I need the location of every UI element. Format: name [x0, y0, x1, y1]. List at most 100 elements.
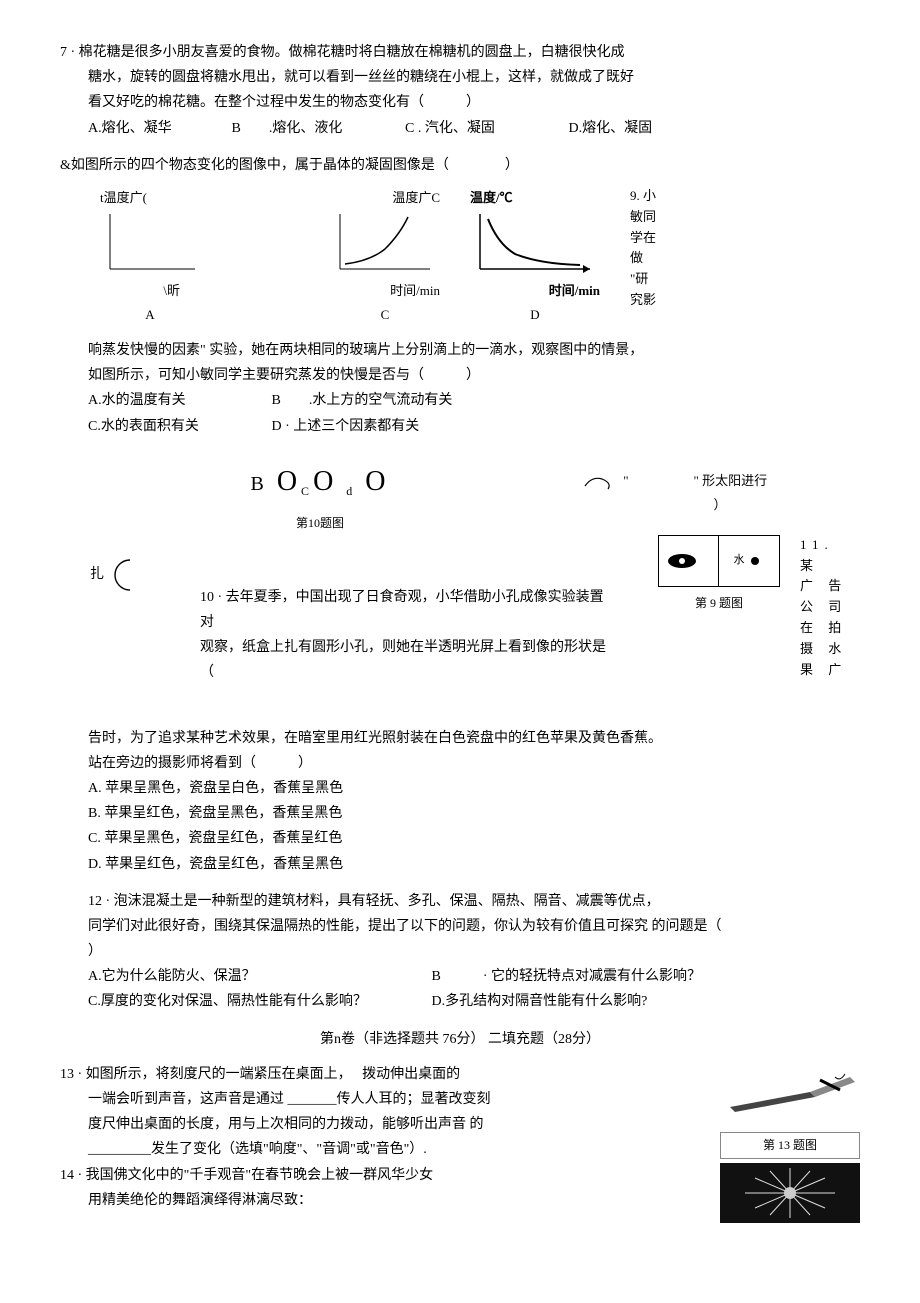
q9-opt-a: A.水的温度有关 [88, 388, 268, 413]
formula-text: B OCO d O [60, 457, 580, 507]
q12-opt-d: D.多孔结构对隔音性能有什么影响? [432, 989, 648, 1014]
q11-opt-c: C. 苹果呈黑色，瓷盘呈红色，香蕉呈红色 [60, 826, 860, 851]
q10-line2: 对 [200, 610, 638, 635]
chart-d-xlabel: 时间/min [470, 279, 600, 302]
f-o2: O [313, 466, 337, 497]
q7-opt-a: A.熔化、凝华 [88, 116, 228, 141]
dual-left [659, 536, 719, 586]
q11-side-4: 在 拍 [800, 618, 860, 639]
f-o3: O [365, 466, 389, 497]
formula-right: " " 形太阳进行 ） [580, 469, 860, 516]
q11-side-2: 广 告 [800, 576, 860, 597]
formula-right-paren: ） [580, 493, 860, 516]
q9-side-1: 9. 小 [630, 186, 656, 207]
q12-opt-b: B · 它的轻抚特点对减震有什么影响？ [432, 964, 702, 989]
q9-side-4: 做 [630, 248, 656, 269]
q13-text: 13 · 如图所示，将刻度尺的一端紧压在桌面上， 拨动伸出桌面的 一端会听到声音… [60, 1062, 704, 1163]
chart-a-caption: A [100, 303, 200, 326]
chart-d-svg [470, 209, 600, 279]
q9-options-row1: A.水的温度有关 B .水上方的空气流动有关 [60, 388, 860, 413]
chart-a: t温度广( \昕 A [100, 186, 200, 326]
q10-line4: （ [200, 660, 638, 685]
q13-image: 第 13 题图 [720, 1062, 860, 1160]
q9-options-row2: C.水的表面积有关 D · 上述三个因素都有关 [60, 414, 860, 439]
q9-opt-b: B .水上方的空气流动有关 [272, 388, 453, 413]
chart-a-ylabel: t温度广( [100, 186, 200, 209]
chart-c-xlabel: 时间/min [330, 279, 440, 302]
q12-line1: 12 · 泡沫混凝土是一种新型的建筑材料，具有轻抚、多孔、保温、隔热、隔音、减震… [60, 889, 860, 914]
q9-side-text: 9. 小 敏同 学在 做 "研 究影 [630, 186, 656, 311]
chart-c-caption: C [330, 303, 440, 326]
dot-icon [745, 551, 765, 571]
q7-options: A.熔化、凝华 B .熔化、液化 C . 汽化、凝固 D.熔化、凝固 [60, 116, 860, 141]
chart-c-svg [330, 209, 440, 279]
ruler-desk-icon [720, 1062, 860, 1132]
q11-opt-d: D. 苹果呈红色，瓷盘呈红色，香蕉呈黑色 [60, 852, 860, 877]
question-9: 响蒸发快慢的因素" 实验，她在两块相同的玻璃片上分别滴上的一滴水，观察图中的情景… [60, 338, 860, 439]
q7-line3: 看又好吃的棉花糖。在整个过程中发生的物态变化有（ ） [60, 90, 860, 115]
f-c: C [301, 484, 313, 498]
q9-opt-c: C.水的表面积有关 [88, 414, 268, 439]
dual-box: 水 [658, 535, 780, 587]
q9-line1: 响蒸发快慢的因素" 实验，她在两块相同的玻璃片上分别滴上的一滴水，观察图中的情景… [60, 338, 860, 363]
q9-side-2: 敏同 [630, 207, 656, 228]
chart-c-ylabel: 温度广C [330, 186, 440, 209]
q13-line4: _________发生了变化（选填"响度"、"音调"或"音色"）. [60, 1137, 704, 1162]
water-label: 水 [734, 551, 745, 571]
f-d: d [346, 484, 356, 498]
section-2-head: 第n卷（非选择题共 76分） 二填充题（28分） [60, 1027, 860, 1052]
chart-a-svg [100, 209, 200, 279]
q14-image [720, 1163, 860, 1223]
q10-q11-row: 扎 10 · 去年夏季，中国出现了日食奇观，小华借助小孔成像实验装置 对 观察，… [60, 535, 860, 686]
q11-opt-a: A. 苹果呈黑色，瓷盘呈白色，香蕉呈黑色 [60, 776, 860, 801]
curved-shape-icon [580, 471, 620, 493]
q7-opt-d: D.熔化、凝固 [569, 116, 653, 141]
q9-opt-d: D · 上述三个因素都有关 [272, 414, 420, 439]
q13-img-caption: 第 13 题图 [720, 1132, 860, 1160]
q11-side-5: 摄 水 [800, 639, 860, 660]
dual-right: 水 [719, 536, 779, 586]
q14-line1: 14 · 我国佛文化中的"千手观音"在春节晚会上被一群风华少女 [60, 1163, 704, 1188]
q9-line2: 如图所示，可知小敏同学主要研究蒸发的快慢是否与（ ） [60, 363, 860, 388]
q10-line1: 10 · 去年夏季，中国出现了日食奇观，小华借助小孔成像实验装置 [200, 585, 638, 610]
q11-line1: 告时，为了追求某种艺术效果，在暗室里用红光照射装在白色瓷盘中的红色苹果及黄色香蕉… [60, 726, 860, 751]
question-13: 13 · 如图所示，将刻度尺的一端紧压在桌面上， 拨动伸出桌面的 一端会听到声音… [60, 1062, 860, 1163]
q10-left-shape: 扎 [60, 535, 180, 595]
f-b: B [250, 473, 267, 495]
formula-caption: 第10题图 [60, 513, 580, 535]
q8-charts-row: t温度广( \昕 A 温度广C 时间/min C 温度/℃ [60, 186, 860, 326]
q11-side-3: 公 司 [800, 597, 860, 618]
q9-side-3: 学在 [630, 228, 656, 249]
q7-opt-b: B .熔化、液化 [232, 116, 402, 141]
q11-side-1: 11. 某 [800, 535, 860, 577]
q10-left-label: 扎 [90, 562, 104, 587]
q12-line3: ） [60, 939, 860, 964]
chart-d-caption: D [470, 303, 600, 326]
q9-side-6: 究影 [630, 290, 656, 311]
q11-side-6: 果 广 [800, 660, 860, 681]
chart-d-ylabel: 温度/℃ [470, 186, 600, 209]
q9-image-box: 水 第 9 题图 [658, 535, 780, 615]
q7-line2: 糖水，旋转的圆盘将糖水甩出，就可以看到一丝丝的糖绕在小棍上，这样，就做成了既好 [60, 65, 860, 90]
f-o1: O [277, 466, 301, 497]
thousand-hands-icon [720, 1163, 860, 1223]
q11-line2: 站在旁边的摄影师将看到（ ） [60, 751, 860, 776]
q12-line2: 同学们对此很好奇，围绕其保温隔热的性能，提出了以下的问题，你认为较有价值且可探究… [60, 914, 860, 939]
q11-side-text: 11. 某 广 告 公 司 在 拍 摄 水 果 广 [800, 535, 860, 681]
chart-d: 温度/℃ 时间/min D [470, 186, 600, 326]
formula-row-container: B OCO d O 第10题图 " " 形太阳进行 ） [60, 451, 860, 535]
q12-opt-c: C.厚度的变化对保温、隔热性能有什么影响？ [88, 989, 428, 1014]
q8-stem: &如图所示的四个物态变化的图像中，属于晶体的凝固图像是（ ） [60, 153, 860, 178]
question-14: 14 · 我国佛文化中的"千手观音"在春节晚会上被一群风华少女 用精美绝伦的舞蹈… [60, 1163, 860, 1223]
q12-opt-a: A.它为什么能防火、保温？ [88, 964, 428, 989]
q9-img-caption: 第 9 题图 [658, 593, 780, 615]
q14-text: 14 · 我国佛文化中的"千手观音"在春节晚会上被一群风华少女 用精美绝伦的舞蹈… [60, 1163, 704, 1213]
eye-water-icon [664, 546, 714, 576]
q14-line2: 用精美绝伦的舞蹈演绎得淋漓尽致： [60, 1188, 704, 1213]
question-12: 12 · 泡沫混凝土是一种新型的建筑材料，具有轻抚、多孔、保温、隔热、隔音、减震… [60, 889, 860, 1015]
q7-opt-c: C . 汽化、凝固 [405, 116, 565, 141]
chart-a-xlabel: \昕 [100, 279, 200, 302]
question-8: &如图所示的四个物态变化的图像中，属于晶体的凝固图像是（ ） t温度广( \昕 … [60, 153, 860, 326]
q10-line3: 观察，纸盒上扎有圆形小孔，则她在半透明光屏上看到像的形状是 [200, 635, 638, 660]
chart-c: 温度广C 时间/min C [330, 186, 440, 326]
